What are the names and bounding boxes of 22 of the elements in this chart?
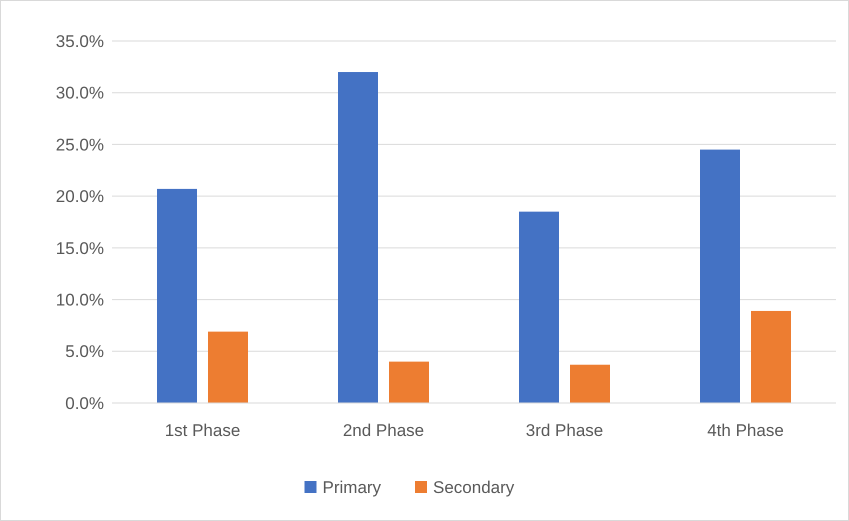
y-tick-label: 10.0% (56, 290, 104, 310)
y-tick-label: 5.0% (65, 342, 104, 362)
x-tick-label: 1st Phase (164, 421, 240, 440)
bar (519, 212, 559, 403)
x-tick-label: 4th Phase (707, 421, 784, 440)
y-tick-label: 0.0% (65, 394, 104, 413)
y-tick-label: 15.0% (56, 238, 104, 258)
bar (570, 364, 610, 403)
bar (751, 310, 791, 403)
y-tick-label: 35.0% (56, 32, 104, 51)
y-tick-label: 20.0% (56, 187, 104, 206)
x-tick-label: 3rd Phase (526, 421, 604, 440)
bar (338, 72, 378, 403)
legend-label: Secondary (433, 478, 515, 497)
y-tick-label: 30.0% (56, 84, 104, 103)
bar (700, 150, 740, 403)
x-tick-label: 2nd Phase (342, 421, 424, 440)
legend-label: Primary (322, 478, 382, 497)
bar (157, 188, 197, 403)
y-tick-label: 25.0% (56, 135, 104, 154)
bar (389, 362, 429, 403)
bar (208, 332, 248, 403)
